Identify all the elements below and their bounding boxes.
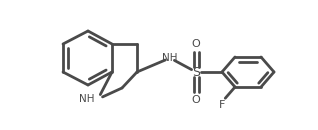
Text: F: F [219,100,225,110]
Text: NH: NH [79,94,94,104]
Text: S: S [192,66,200,79]
Text: O: O [192,39,200,49]
Text: NH: NH [162,53,178,63]
Text: O: O [192,95,200,105]
